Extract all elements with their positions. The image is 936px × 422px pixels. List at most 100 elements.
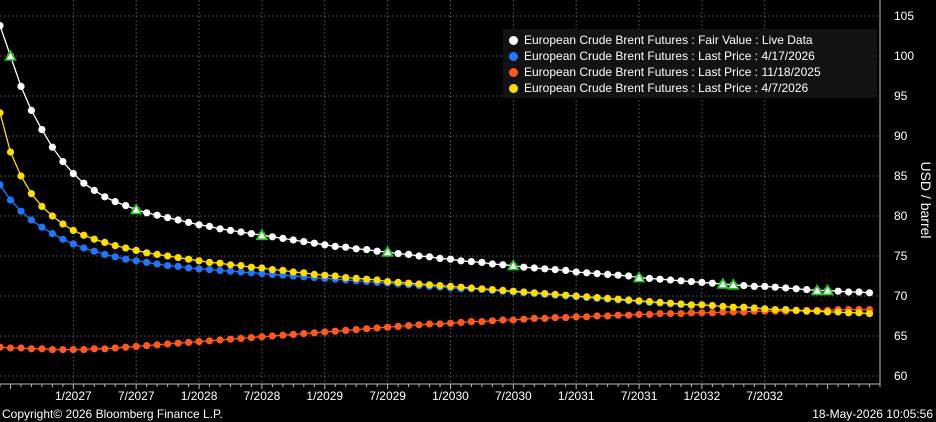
data-point [195, 257, 203, 265]
data-point [604, 294, 612, 302]
data-point [216, 259, 224, 267]
data-point [38, 202, 46, 210]
event-marker-icon [821, 283, 834, 296]
data-point [0, 343, 4, 351]
data-point [205, 266, 214, 274]
data-point [90, 247, 98, 255]
data-point [583, 313, 591, 321]
y-tick-label: 60 [894, 369, 908, 383]
data-point [216, 266, 224, 274]
series-0 [0, 22, 874, 297]
data-point [69, 226, 77, 234]
data-point [530, 314, 538, 322]
data-point [845, 288, 853, 296]
data-point [583, 293, 591, 301]
data-point [488, 260, 496, 268]
data-point [614, 295, 622, 303]
data-point [38, 345, 46, 353]
data-point [666, 310, 675, 318]
data-point [541, 290, 549, 298]
x-tick-label: 7/2028 [244, 389, 281, 403]
data-point [771, 283, 779, 291]
data-point [164, 214, 172, 222]
data-point [122, 202, 130, 210]
data-point [90, 235, 98, 243]
data-point [289, 330, 297, 338]
data-point [237, 262, 245, 270]
data-point [80, 346, 88, 354]
data-point [855, 288, 863, 296]
data-point [803, 286, 811, 294]
data-point [143, 258, 151, 266]
data-point [352, 326, 360, 334]
data-point [80, 244, 88, 252]
data-point [321, 241, 329, 249]
x-tick-label: 1/2031 [558, 389, 595, 403]
legend-item[interactable]: European Crude Brent Futures : Fair Valu… [509, 32, 871, 48]
data-point [195, 265, 203, 273]
data-point [488, 286, 496, 294]
data-point [708, 279, 717, 287]
data-point [80, 179, 88, 187]
data-point [226, 226, 235, 234]
data-point [0, 109, 4, 117]
data-point [17, 207, 25, 215]
legend-item[interactable]: European Crude Brent Futures : Last Pric… [509, 48, 871, 64]
data-point [69, 240, 77, 248]
data-point [551, 290, 559, 298]
data-point [855, 309, 863, 317]
event-marker-icon [381, 245, 394, 257]
data-point [719, 302, 727, 310]
data-point [101, 238, 109, 246]
data-point [268, 266, 276, 274]
legend-item[interactable]: European Crude Brent Futures : Last Pric… [509, 80, 871, 96]
data-point [153, 260, 161, 268]
x-tick-label: 1/2032 [684, 389, 721, 403]
data-point [321, 328, 329, 336]
data-point [813, 307, 821, 315]
x-tick-label: 7/2031 [621, 389, 658, 403]
data-point [509, 287, 517, 295]
y-tick-label: 95 [894, 89, 908, 103]
copyright-text: Copyright© 2026 Bloomberg Finance L.P. [2, 407, 223, 421]
data-point [258, 333, 266, 341]
data-point [520, 288, 528, 296]
data-point [185, 264, 193, 272]
data-point [394, 250, 402, 258]
data-point [352, 245, 360, 253]
legend-label: European Crude Brent Futures : Last Pric… [524, 49, 815, 63]
y-tick-label: 80 [894, 209, 908, 223]
y-tick-label: 100 [894, 49, 914, 63]
data-point [132, 246, 140, 254]
data-point [478, 258, 486, 266]
data-point [782, 284, 790, 292]
data-point [384, 278, 392, 286]
data-point [666, 276, 675, 284]
data-point [635, 297, 643, 305]
data-point [865, 289, 874, 297]
data-point [499, 286, 507, 294]
data-point [17, 82, 25, 90]
data-point [237, 334, 245, 342]
data-point [331, 242, 339, 250]
data-point [48, 143, 57, 151]
data-point [677, 310, 685, 318]
data-point [677, 300, 685, 308]
legend-item[interactable]: European Crude Brent Futures : Last Pric… [509, 64, 871, 80]
data-point [132, 342, 140, 350]
data-point [331, 327, 339, 335]
data-point [0, 181, 4, 189]
data-point [562, 291, 570, 299]
data-point [698, 309, 706, 317]
y-tick-label: 85 [894, 169, 908, 183]
timestamp-text: 18-May-2026 10:05:56 [812, 407, 933, 421]
data-point [101, 250, 109, 258]
data-point [405, 279, 413, 287]
data-point [6, 344, 15, 352]
data-point [530, 264, 538, 272]
legend-label: European Crude Brent Futures : Fair Valu… [524, 33, 813, 47]
data-point [216, 336, 224, 344]
data-point [425, 281, 434, 289]
data-point [782, 306, 790, 314]
data-point [195, 338, 203, 346]
